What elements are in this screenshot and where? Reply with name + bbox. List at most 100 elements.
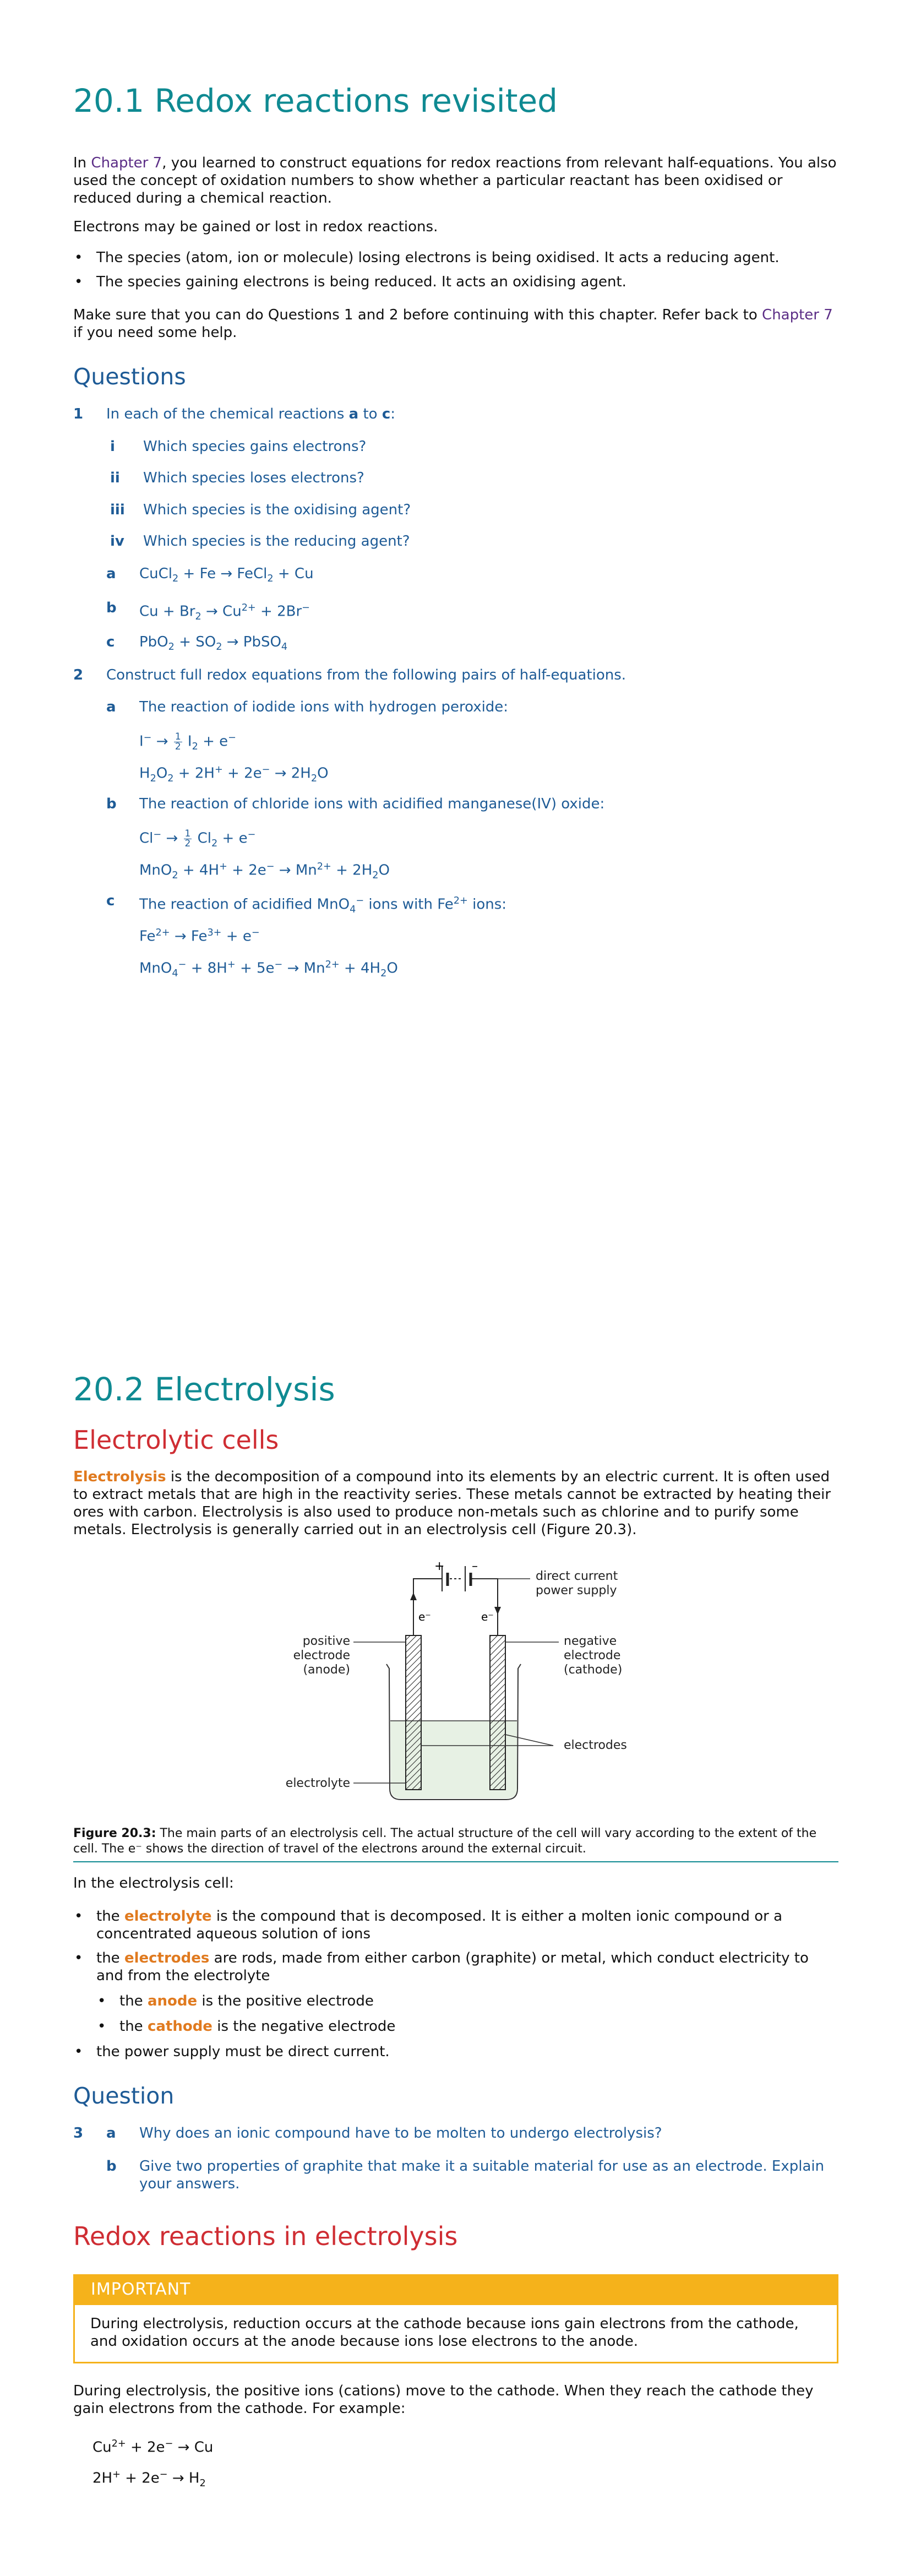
bullet-cathode: the cathode is the negative electrode [96, 2018, 838, 2035]
equation-iron: Fe2+ → Fe3+ + e− [139, 927, 260, 945]
bold-letter: a [348, 406, 359, 422]
paragraph-text: Make sure that you can do Questions 1 an… [73, 307, 762, 323]
question-text: to [358, 406, 382, 422]
cathode [489, 1635, 506, 1790]
roman-numeral: i [110, 438, 115, 455]
equation: PbO2 + SO2 → PbSO4 [139, 634, 288, 653]
key-term: anode [147, 1993, 198, 2009]
cell-bullets: the electrolyte is the compound that is … [73, 1907, 838, 2061]
part-text: The reaction of acidified MnO [139, 896, 350, 913]
paragraph-text: is the decomposition of a compound into … [73, 1469, 831, 1538]
section-20-2: 20.2 Electrolysis [73, 1371, 838, 1408]
key-term: cathode [147, 2018, 212, 2035]
roman-numeral: ii [110, 470, 120, 486]
part-letter: a [106, 2125, 116, 2142]
paragraph-text: In the electrolysis cell: [73, 1875, 234, 1892]
chapter-7-link[interactable]: Chapter 7 [762, 307, 833, 323]
cations-paragraph: During electrolysis, the positive ions (… [73, 2382, 838, 2417]
paragraph-make-sure: Make sure that you can do Questions 1 an… [73, 306, 838, 341]
question-text: Construct full redox equations from the … [106, 667, 626, 683]
questions-heading: Questions [73, 363, 838, 390]
chapter-7-link[interactable]: Chapter 7 [91, 155, 162, 171]
important-label: IMPORTANT [73, 2274, 838, 2305]
bullet-electrodes: the electrodes are rods, made from eithe… [73, 1949, 838, 1985]
section-title: 20.2 Electrolysis [73, 1371, 335, 1408]
bullet-power-supply: the power supply must be direct current. [73, 2043, 838, 2061]
part-text: ions: [467, 896, 507, 913]
minus-sign: – [472, 1559, 478, 1573]
sub-question-text: Which species gains electrons? [143, 438, 367, 455]
electron-label-left: e⁻ [418, 1610, 431, 1623]
label-dc-2: power supply [536, 1584, 617, 1597]
paragraph-text: During electrolysis, the positive ions (… [73, 2383, 814, 2417]
figure-caption: Figure 20.3: The main parts of an electr… [73, 1826, 838, 1857]
redox-electrolysis-heading: Redox reactions in electrolysis [73, 2221, 838, 2251]
caption-label: Figure 20.3: [73, 1827, 156, 1840]
heading-text: Question [73, 2083, 175, 2109]
paragraph-text: Electrons may be gained or lost in redox… [73, 219, 438, 235]
plus-sign: + [434, 1559, 444, 1573]
equation-peroxide: H2O2 + 2H+ + 2e− → 2H2O [139, 764, 329, 784]
label-dc-1: direct current [536, 1569, 618, 1583]
redox-bullets: The species (atom, ion or molecule) losi… [73, 249, 838, 291]
electrolyte-liquid [390, 1721, 517, 1798]
sub-question-text: Which species is the oxidising agent? [143, 502, 411, 518]
wire-right [471, 1578, 498, 1635]
part-text: ions with Fe [364, 896, 454, 913]
label-negative: negative [564, 1634, 617, 1648]
electrolysis-paragraph: Electrolysis is the decomposition of a c… [73, 1468, 838, 1539]
intro-paragraph: In Chapter 7, you learned to construct e… [73, 154, 838, 207]
wire-left [413, 1578, 442, 1635]
question-text: In each of the chemical reactions [106, 406, 349, 422]
roman-numeral: iii [110, 502, 125, 518]
arrow-up-icon [410, 1593, 417, 1600]
bullet-anode: the anode is the positive electrode [96, 1992, 838, 2010]
bullet-text: is the negative electrode [212, 2018, 396, 2035]
electron-label-right: e⁻ [481, 1610, 494, 1623]
equation-copper: Cu2+ + 2e− → Cu [92, 2438, 214, 2456]
intro-text: In [73, 155, 91, 171]
electrolytic-cells-heading: Electrolytic cells [73, 1425, 838, 1455]
section-title: 20.1 Redox reactions revisited [73, 82, 558, 119]
important-box: During electrolysis, reduction occurs at… [73, 2305, 838, 2363]
question-number: 1 [73, 406, 84, 422]
bullet-text: the [96, 1950, 124, 1966]
label-electrodes: electrodes [564, 1738, 627, 1752]
key-term: electrolyte [124, 1908, 212, 1925]
question-number: 2 [73, 667, 84, 683]
bold-letter: c [382, 406, 391, 422]
beaker [386, 1664, 521, 1800]
part-letter: b [106, 2158, 117, 2175]
equation: CuCl2 + Fe → FeCl2 + Cu [139, 566, 314, 585]
part-letter: c [106, 634, 115, 650]
heading-text: Questions [73, 363, 186, 390]
subheading-text: Electrolytic cells [73, 1425, 279, 1455]
bullet-text: the [96, 1908, 124, 1925]
part-letter: b [106, 796, 117, 812]
intro-text: , you learned to construct equations for… [73, 155, 837, 206]
key-term: Electrolysis [73, 1469, 166, 1485]
bullet-text: is the positive electrode [197, 1993, 374, 2009]
equation-permanganate: MnO4− + 8H+ + 5e− → Mn2+ + 4H2O [139, 959, 398, 979]
sub-question-text: Which species is the reducing agent? [143, 533, 410, 550]
bullet-electrolyte: the electrolyte is the compound that is … [73, 1907, 838, 1943]
paragraph-electrons: Electrons may be gained or lost in redox… [73, 218, 838, 236]
label-electrolyte: electrolyte [286, 1776, 350, 1790]
label-electrode-left: electrode [293, 1649, 350, 1662]
question-text: : [390, 406, 396, 422]
caption-divider [73, 1861, 838, 1862]
part-letter: b [106, 600, 117, 616]
label-positive: positive [303, 1634, 350, 1648]
arrow-down-icon [494, 1607, 501, 1615]
battery-icon [442, 1566, 472, 1591]
part-letter: c [106, 893, 115, 909]
label-cathode: (cathode) [564, 1663, 622, 1677]
paragraph-text: if you need some help. [73, 324, 237, 341]
electrolysis-cell-diagram: + – e⁻ e⁻ direct current power supply po… [286, 1559, 627, 1800]
caption-text: The main parts of an electrolysis cell. … [73, 1827, 817, 1856]
important-text: During electrolysis, reduction occurs at… [90, 2316, 799, 2350]
in-cell-paragraph: In the electrolysis cell: [73, 1874, 838, 1892]
question-heading: Question [73, 2083, 838, 2109]
bullet-oxidised: The species (atom, ion or molecule) losi… [73, 249, 838, 267]
